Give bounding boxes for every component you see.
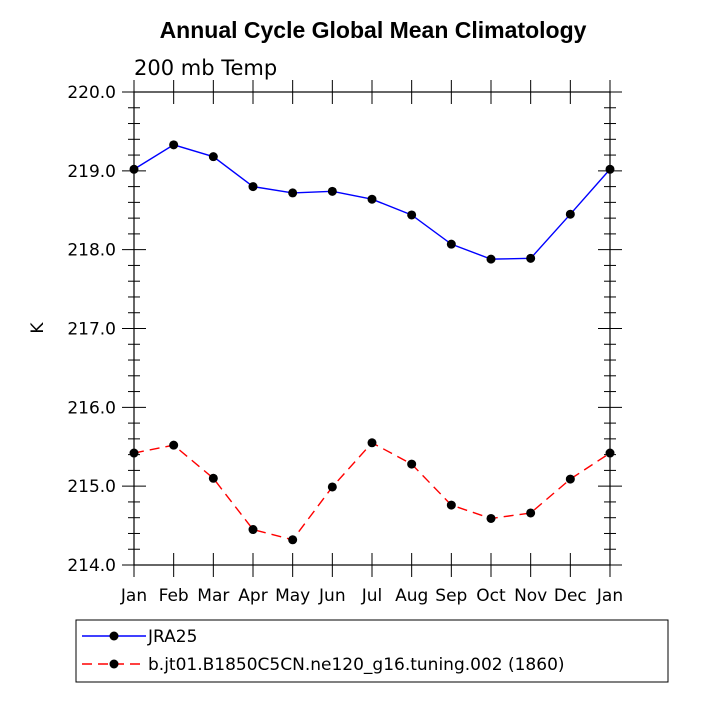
legend-marker-1 — [109, 631, 119, 641]
y-tick-label: 217.0 — [67, 320, 116, 340]
x-tick-label: Jan — [596, 586, 623, 606]
y-tick-label: 218.0 — [67, 241, 116, 261]
x-tick-label: Mar — [197, 586, 229, 606]
series-1-point — [407, 210, 417, 220]
series-1-point — [486, 254, 496, 264]
series-2-point — [565, 474, 575, 484]
chart-title: Annual Cycle Global Mean Climatology — [160, 17, 587, 43]
series-1-point — [565, 209, 575, 219]
series-1-point — [169, 140, 179, 150]
series-1-point — [288, 188, 298, 198]
x-tick-label: Nov — [514, 586, 547, 606]
series-2-point — [327, 482, 337, 492]
y-axis-label: K — [28, 322, 48, 334]
series-2-point — [367, 438, 377, 448]
y-tick-label: 215.0 — [67, 477, 116, 497]
legend: JRA25 b.jt01.B1850C5CN.ne120_g16.tuning.0… — [82, 627, 565, 675]
series-2-point — [605, 448, 615, 458]
series-2-point — [208, 473, 218, 483]
y-tick-labels: 214.0 215.0 216.0 217.0 218.0 219.0 220.0 — [67, 83, 116, 576]
axis-ticks — [122, 80, 622, 577]
series-1-point — [446, 239, 456, 249]
x-tick-label: Aug — [395, 586, 428, 606]
series-2-point — [129, 448, 139, 458]
y-tick-label: 216.0 — [67, 398, 116, 418]
legend-label-1: JRA25 — [147, 627, 197, 647]
series-1-point — [208, 152, 218, 162]
series-2-point — [446, 500, 456, 510]
y-tick-label: 219.0 — [67, 162, 116, 182]
series-1-point — [248, 182, 258, 192]
series-2-point — [248, 525, 258, 535]
x-tick-label: Feb — [159, 586, 189, 606]
plot-frame — [133, 91, 611, 566]
series-1-point — [605, 164, 615, 174]
y-tick-label: 214.0 — [67, 556, 116, 576]
y-tick-label: 220.0 — [67, 83, 116, 103]
legend-box — [75, 619, 669, 683]
x-tick-label: Jul — [361, 586, 383, 606]
series-2-point — [486, 513, 496, 523]
x-tick-label: Dec — [554, 586, 587, 606]
series-1-point — [526, 253, 536, 263]
series-2-point — [407, 459, 417, 469]
x-tick-label: Sep — [435, 586, 467, 606]
x-tick-label: May — [275, 586, 310, 606]
series-1-point — [327, 186, 337, 196]
legend-marker-2 — [109, 659, 119, 669]
x-tick-label: Jan — [120, 586, 147, 606]
series-lines — [129, 140, 615, 545]
series-2-point — [169, 440, 179, 450]
x-tick-labels: Jan Feb Mar Apr May Jun Jul Aug Sep Oct Nov Dec Jan — [120, 586, 623, 606]
series-line-2 — [133, 441, 611, 541]
x-tick-label: Oct — [476, 586, 506, 606]
x-tick-label: Jun — [318, 586, 346, 606]
series-2-point — [526, 508, 536, 518]
series-1-point — [367, 194, 377, 204]
series-2-point — [288, 535, 298, 545]
x-tick-label: Apr — [238, 586, 267, 606]
series-1-point — [129, 164, 139, 174]
legend-label-2: b.jt01.B1850C5CN.ne120_g16.tuning.002 (1… — [148, 655, 565, 675]
chart-subtitle: 200 mb Temp — [134, 56, 277, 80]
